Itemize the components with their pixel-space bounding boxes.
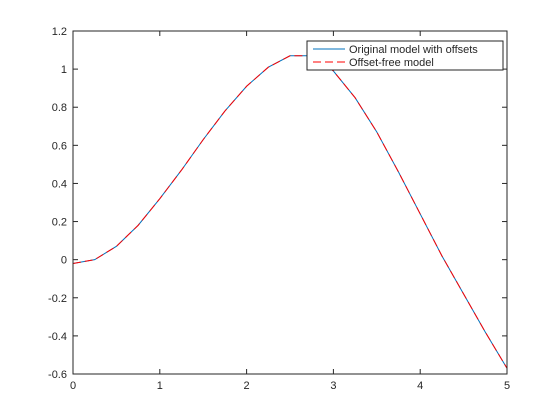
legend-label: Offset-free model [349,57,434,69]
legend-label: Original model with offsets [349,44,478,56]
x-tick-label: 1 [157,380,163,392]
y-tick-label: 0.6 [52,140,67,152]
y-tick-label: -0.4 [48,331,67,343]
series-line [72,55,508,369]
legend-box [306,40,504,71]
y-tick-label: 0.8 [52,102,67,114]
y-tick-label: -0.2 [48,293,67,305]
y-tick-label: 1.2 [52,26,67,38]
y-tick-label: 1 [61,64,67,76]
x-tick-label: 4 [417,380,423,392]
x-tick-label: 0 [70,380,76,392]
x-tick-label: 2 [244,380,250,392]
x-tick-label: 3 [330,380,336,392]
y-tick-label: 0.2 [52,217,67,229]
y-tick-label: 0.4 [52,178,67,190]
plot-area [73,31,507,374]
y-tick-label: 0 [61,255,67,267]
x-tick-label: 5 [504,380,510,392]
axes-box [72,30,508,375]
y-tick-label: -0.6 [48,369,67,381]
